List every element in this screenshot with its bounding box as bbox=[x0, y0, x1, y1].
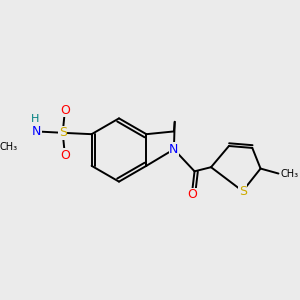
Text: O: O bbox=[60, 149, 70, 162]
Text: S: S bbox=[239, 184, 247, 198]
Text: N: N bbox=[169, 143, 178, 156]
Text: O: O bbox=[187, 188, 197, 201]
Text: N: N bbox=[32, 125, 41, 138]
Text: O: O bbox=[60, 104, 70, 117]
Text: CH₃: CH₃ bbox=[0, 142, 17, 152]
Text: S: S bbox=[59, 126, 67, 139]
Text: CH₃: CH₃ bbox=[280, 169, 299, 178]
Text: H: H bbox=[31, 114, 39, 124]
